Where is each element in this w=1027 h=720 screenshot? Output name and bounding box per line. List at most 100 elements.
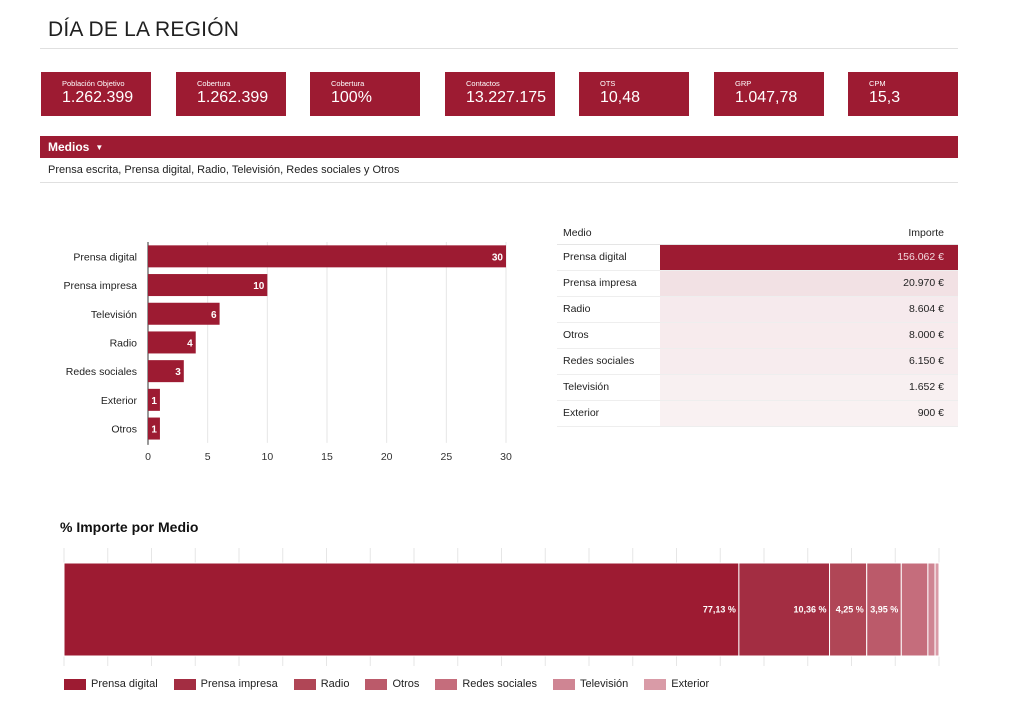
- bar-value-label: 10: [253, 281, 265, 292]
- stack-segment-label: 77,13 %: [703, 605, 736, 615]
- percent-importe-stacked-chart: 77,13 % 10,36 % 4,25 % 3,95 %: [63, 548, 940, 666]
- legend-swatch: [365, 678, 388, 690]
- legend-label: Prensa impresa: [200, 678, 278, 690]
- cell-medio: Prensa impresa: [563, 277, 637, 289]
- legend-item[interactable]: Radio: [293, 678, 350, 690]
- stack-segment-label: 3,95 %: [870, 605, 898, 615]
- cell-medio: Prensa digital: [563, 251, 627, 263]
- category-label: Prensa digital: [73, 251, 137, 263]
- kpi-card: Cobertura 100%: [310, 72, 420, 116]
- cell-importe-heat: 900 €: [660, 401, 958, 426]
- stack-segment[interactable]: [934, 562, 940, 657]
- kpi-value: 10,48: [600, 89, 641, 106]
- cell-importe: 6.150 €: [908, 355, 944, 367]
- bar-value-label: 3: [175, 367, 181, 378]
- legend-item[interactable]: Otros: [365, 678, 419, 690]
- kpi-value: 13.227.175: [466, 89, 547, 106]
- table-row[interactable]: Prensa digital 156.062 €: [557, 245, 958, 271]
- kpi-label: Población Objetivo: [62, 79, 125, 88]
- bar[interactable]: [148, 417, 160, 440]
- cell-importe-heat: 156.062 €: [660, 245, 958, 270]
- cell-importe-heat: 6.150 €: [660, 349, 958, 374]
- table-row[interactable]: Exterior 900 €: [557, 401, 958, 427]
- bar-value-label: 1: [151, 425, 157, 436]
- kpi-card: Población Objetivo 1.262.399: [41, 72, 151, 116]
- legend-label: Redes sociales: [462, 678, 537, 690]
- filter-divider: [40, 182, 958, 183]
- table-row[interactable]: Prensa impresa 20.970 €: [557, 271, 958, 297]
- table-body: Prensa digital 156.062 € Prensa impresa 20.…: [557, 245, 958, 427]
- bar[interactable]: [148, 302, 220, 325]
- legend-item[interactable]: Televisión: [552, 678, 628, 690]
- stack-segment[interactable]: [63, 562, 740, 657]
- cell-medio: Redes sociales: [563, 355, 635, 367]
- bar[interactable]: [148, 360, 184, 383]
- table-row[interactable]: Televisión 1.652 €: [557, 375, 958, 401]
- count-by-medio-bar-chart: 0 5 10 15 20 25 30 Prensa digital 30 Prensa impre…: [63, 242, 512, 463]
- category-label: Otros: [111, 424, 137, 436]
- legend-swatch: [64, 678, 86, 690]
- medios-filter-dropdown[interactable]: Medios ▼: [40, 136, 958, 158]
- stacked-chart-legend: Prensa digital Prensa impresa Radio Otros Re…: [64, 678, 709, 690]
- cell-medio: Otros: [563, 329, 589, 341]
- kpi-value: 1.262.399: [62, 89, 134, 106]
- x-tick-label: 0: [145, 451, 151, 463]
- cell-importe-heat: 1.652 €: [660, 375, 958, 400]
- cell-importe: 8.604 €: [908, 303, 944, 315]
- legend-item[interactable]: Exterior: [644, 678, 709, 690]
- kpi-label: GRP: [735, 79, 752, 88]
- category-label: Radio: [110, 337, 138, 349]
- cell-importe: 900 €: [917, 407, 944, 419]
- stack-segment[interactable]: [866, 562, 902, 657]
- legend-label: Otros: [392, 678, 420, 690]
- legend-item[interactable]: Prensa digital: [64, 678, 158, 690]
- stack-segment[interactable]: [738, 562, 831, 657]
- kpi-label: Cobertura: [331, 79, 365, 88]
- legend-label: Exterior: [671, 678, 710, 690]
- legend-item[interactable]: Redes sociales: [435, 678, 537, 690]
- stack-segment[interactable]: [829, 562, 868, 657]
- cell-importe-heat: 20.970 €: [660, 271, 958, 296]
- legend-swatch: [435, 678, 458, 690]
- table-row[interactable]: Radio 8.604 €: [557, 297, 958, 323]
- bar[interactable]: [148, 388, 160, 411]
- bar-value-label: 1: [151, 396, 157, 407]
- stack-segment-label: 10,36 %: [794, 605, 827, 615]
- legend-label: Radio: [320, 678, 350, 690]
- title-divider: [40, 48, 958, 49]
- stacked-chart-title: % Importe por Medio: [60, 519, 199, 535]
- legend-label: Prensa digital: [91, 678, 158, 690]
- legend-item[interactable]: Prensa impresa: [173, 678, 278, 690]
- cell-importe: 156.062 €: [897, 251, 944, 263]
- medios-filter-selected-value: Prensa escrita, Prensa digital, Radio, T…: [48, 164, 400, 176]
- x-tick-label: 20: [381, 451, 393, 463]
- bar[interactable]: [148, 274, 268, 297]
- table-row[interactable]: Otros 8.000 €: [557, 323, 958, 349]
- category-label: Exterior: [101, 395, 138, 407]
- bar-value-label: 6: [211, 310, 217, 321]
- bar[interactable]: [148, 245, 506, 268]
- cell-medio: Radio: [563, 303, 591, 315]
- kpi-label: Contactos: [466, 79, 500, 88]
- stack-segment-label: 4,25 %: [836, 605, 864, 615]
- column-header-importe[interactable]: Importe: [908, 227, 944, 239]
- kpi-value: 1.047,78: [735, 89, 798, 106]
- kpi-label: OTS: [600, 79, 616, 88]
- column-header-medio[interactable]: Medio: [563, 227, 592, 239]
- category-label: Televisión: [91, 309, 137, 321]
- kpi-value: 1.262.399: [197, 89, 269, 106]
- x-tick-label: 10: [261, 451, 273, 463]
- caret-down-icon: ▼: [95, 143, 104, 152]
- stack-segment[interactable]: [927, 562, 936, 657]
- kpi-card: Contactos 13.227.175: [445, 72, 555, 116]
- cell-medio: Televisión: [563, 381, 610, 393]
- bar-value-label: 30: [492, 252, 504, 263]
- table-row[interactable]: Redes sociales 6.150 €: [557, 349, 958, 375]
- page-title: DÍA DE LA REGIÓN: [48, 18, 240, 41]
- legend-swatch: [552, 678, 575, 690]
- category-label: Prensa impresa: [63, 280, 137, 292]
- stack-segment[interactable]: [900, 562, 929, 657]
- kpi-card: GRP 1.047,78: [714, 72, 824, 116]
- bar[interactable]: [148, 331, 196, 354]
- cell-importe: 1.652 €: [908, 381, 944, 393]
